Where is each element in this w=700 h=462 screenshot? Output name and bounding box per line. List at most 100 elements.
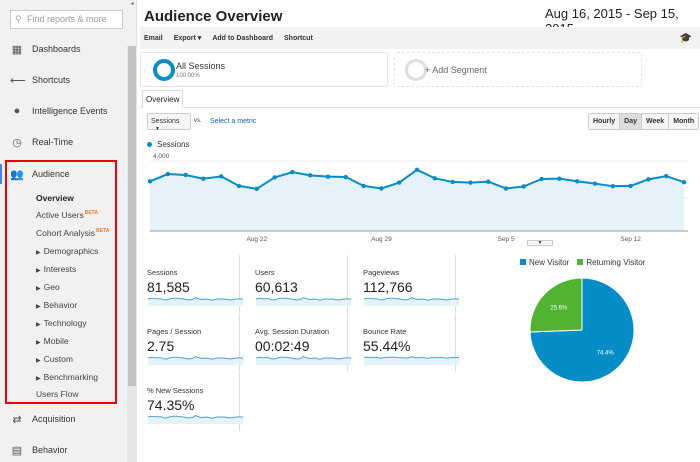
tab-overview[interactable]: Overview bbox=[142, 90, 183, 108]
data-point[interactable] bbox=[343, 174, 348, 180]
metric-value: 00:02:49 bbox=[255, 338, 310, 354]
add-segment-label: + Add Segment bbox=[425, 65, 487, 75]
sidebar-scrollbar[interactable] bbox=[127, 46, 137, 462]
data-point[interactable] bbox=[254, 186, 259, 192]
search-input[interactable]: ⚲ Find reports & more bbox=[10, 10, 123, 29]
data-point[interactable] bbox=[379, 186, 384, 191]
tab-divider bbox=[140, 107, 700, 108]
sidebar-item-intelligence-events[interactable]: ● Intelligence Events bbox=[0, 101, 125, 121]
sidebar-subitem-behavior[interactable]: ▶ Behavior bbox=[36, 300, 77, 310]
main-content: Audience Overview Aug 16, 2015 - Sep 15,… bbox=[140, 0, 700, 462]
data-point[interactable] bbox=[325, 174, 331, 179]
metric-label: Avg. Session Duration bbox=[255, 327, 330, 336]
data-point[interactable] bbox=[468, 180, 473, 185]
data-point[interactable] bbox=[414, 167, 420, 173]
data-point[interactable] bbox=[575, 179, 580, 184]
metric-pageviews[interactable]: Pageviews 112,766 bbox=[356, 255, 459, 313]
page-title: Audience Overview bbox=[144, 8, 283, 25]
subitem-label: Mobile bbox=[43, 336, 69, 346]
sidebar-subitem-cohort-analysis[interactable]: Cohort AnalysisBETA bbox=[36, 228, 109, 238]
subitem-label: Cohort Analysis bbox=[36, 228, 96, 238]
subitem-label: Technology bbox=[43, 318, 87, 328]
x-tick-label: Sep 5 bbox=[498, 236, 515, 243]
sidebar-subitem-geo[interactable]: ▶ Geo bbox=[36, 282, 60, 292]
segment-all-sessions[interactable]: All Sessions 100.00% bbox=[140, 52, 388, 87]
slice-label: 25.6% bbox=[550, 306, 568, 312]
sidebar-subitem-mobile[interactable]: ▶ Mobile bbox=[36, 336, 69, 346]
scrollbar-thumb[interactable] bbox=[128, 46, 136, 386]
data-point[interactable] bbox=[272, 175, 277, 180]
month-button[interactable]: Month bbox=[669, 114, 699, 129]
email-button[interactable]: Email bbox=[144, 34, 163, 42]
sidebar-subitem-interests[interactable]: ▶ Interests bbox=[36, 264, 76, 274]
sidebar-subitem-users-flow[interactable]: Users Flow bbox=[36, 389, 79, 399]
metric-label: Users bbox=[255, 268, 275, 277]
hourly-button[interactable]: Hourly bbox=[589, 114, 621, 129]
data-point[interactable] bbox=[219, 174, 224, 179]
metric-bounce-rate[interactable]: Bounce Rate 55.44% bbox=[356, 314, 459, 372]
data-point[interactable] bbox=[557, 176, 562, 181]
sidebar-subitem-custom[interactable]: ▶ Custom bbox=[36, 354, 73, 364]
data-point[interactable] bbox=[450, 179, 455, 185]
expand-arrow-icon: ▶ bbox=[36, 304, 41, 310]
data-point[interactable] bbox=[236, 183, 242, 189]
export-button[interactable]: Export ▾ bbox=[173, 35, 202, 42]
data-point[interactable] bbox=[646, 177, 651, 182]
data-point[interactable] bbox=[201, 176, 206, 181]
metric-pages-session[interactable]: Pages / Session 2.75 bbox=[140, 314, 243, 372]
expand-arrow-icon: ▶ bbox=[36, 250, 41, 256]
sidebar-item-audience[interactable]: 👥 Audience bbox=[0, 164, 125, 184]
sidebar-subitem-demographics[interactable]: ▶ Demographics bbox=[36, 246, 98, 256]
metric-new-sessions[interactable]: % New Sessions 74.35% bbox=[140, 373, 243, 431]
data-point[interactable] bbox=[539, 176, 544, 182]
metric-select[interactable]: Sessions ▼ bbox=[147, 113, 191, 132]
data-point[interactable] bbox=[361, 183, 366, 189]
sidebar-item-acquisition[interactable]: ⇄ Acquisition bbox=[0, 409, 125, 429]
data-point[interactable] bbox=[592, 181, 598, 186]
data-point[interactable] bbox=[503, 186, 509, 191]
legend-dot bbox=[147, 142, 152, 147]
sidebar-subitem-technology[interactable]: ▶ Technology bbox=[36, 318, 87, 328]
graduation-cap-icon[interactable]: 🎓 bbox=[679, 33, 692, 44]
select-metric-link[interactable]: Select a metric bbox=[210, 118, 257, 125]
data-point[interactable] bbox=[432, 176, 437, 181]
data-point[interactable] bbox=[486, 179, 491, 184]
metric-avg-session-duration[interactable]: Avg. Session Duration 00:02:49 bbox=[248, 314, 351, 372]
collapse-sidebar-icon[interactable]: ◂ bbox=[130, 1, 134, 7]
data-point[interactable] bbox=[308, 173, 313, 178]
data-point[interactable] bbox=[165, 171, 170, 177]
expand-chart-button[interactable]: ▼ bbox=[527, 240, 553, 246]
add-segment-button[interactable]: + Add Segment bbox=[394, 52, 642, 87]
data-point[interactable] bbox=[664, 173, 669, 179]
people-icon: 👥 bbox=[10, 168, 24, 181]
sparkline bbox=[148, 356, 243, 365]
sidebar-subitem-overview[interactable]: Overview bbox=[36, 193, 74, 203]
chart-legend: Sessions bbox=[147, 140, 189, 149]
sidebar-item-behavior[interactable]: ▤ Behavior bbox=[0, 440, 125, 460]
sidebar-item-dashboards[interactable]: ▦ Dashboards bbox=[0, 39, 125, 59]
data-point[interactable] bbox=[610, 183, 615, 189]
sidebar-item-real-time[interactable]: ◷ Real-Time bbox=[0, 132, 125, 152]
highlight-box bbox=[5, 160, 117, 404]
shortcut-button[interactable]: Shortcut bbox=[284, 34, 313, 42]
legend-new-visitor: New Visitor bbox=[520, 258, 569, 267]
vs-label: vs. bbox=[194, 118, 202, 124]
data-point[interactable] bbox=[183, 172, 188, 178]
sidebar-subitem-benchmarking[interactable]: ▶ Benchmarking bbox=[36, 372, 98, 382]
data-point[interactable] bbox=[147, 179, 153, 184]
day-button[interactable]: Day bbox=[620, 114, 643, 129]
metric-value: 2.75 bbox=[147, 338, 175, 354]
metric-sessions[interactable]: Sessions 81,585 bbox=[140, 255, 243, 313]
data-point[interactable] bbox=[397, 180, 402, 185]
add-to-dashboard-button[interactable]: Add to Dashboard bbox=[212, 34, 273, 42]
data-point[interactable] bbox=[628, 183, 633, 189]
sidebar-subitem-active-users[interactable]: Active UsersBETA bbox=[36, 210, 98, 220]
sidebar-item-shortcuts[interactable]: ⟵ Shortcuts bbox=[0, 70, 125, 90]
metric-users[interactable]: Users 60,613 bbox=[248, 255, 351, 313]
data-point[interactable] bbox=[290, 169, 295, 175]
chevron-down-icon: ▼ bbox=[155, 126, 160, 132]
week-button[interactable]: Week bbox=[642, 114, 670, 129]
returning-visitor-slice[interactable] bbox=[529, 277, 583, 333]
data-point[interactable] bbox=[521, 184, 526, 189]
data-point[interactable] bbox=[681, 180, 687, 185]
